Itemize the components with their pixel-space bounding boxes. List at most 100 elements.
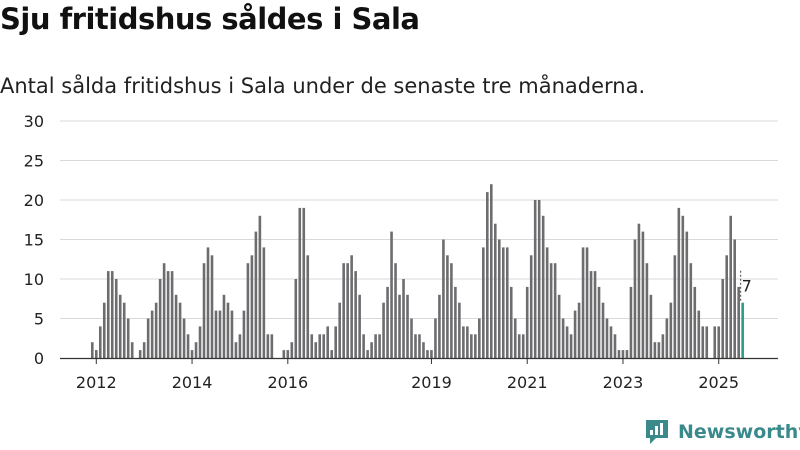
bar <box>513 318 517 358</box>
bar <box>302 207 306 358</box>
bar <box>378 334 381 358</box>
bar <box>418 334 421 358</box>
bar <box>118 294 122 358</box>
bar <box>394 263 397 358</box>
bar <box>250 255 254 358</box>
bar <box>390 231 393 358</box>
bar <box>306 255 310 358</box>
bar <box>685 231 689 358</box>
bar <box>318 334 322 358</box>
bar <box>497 239 501 358</box>
bar <box>374 334 377 358</box>
bar <box>681 215 685 358</box>
bar <box>242 310 246 358</box>
bar <box>186 334 190 358</box>
bar <box>629 286 633 358</box>
bar <box>174 294 178 358</box>
bar <box>426 350 429 358</box>
bar <box>478 318 481 358</box>
bar-highlight <box>741 302 744 358</box>
bar <box>649 294 653 358</box>
bar <box>713 326 717 358</box>
bar <box>617 350 621 358</box>
bar <box>326 326 330 358</box>
bar <box>122 302 126 358</box>
bar <box>545 247 549 358</box>
bar <box>322 334 326 358</box>
bar <box>450 263 453 358</box>
bar <box>282 350 286 358</box>
bar <box>354 271 357 358</box>
y-tick-label: 0 <box>34 349 44 368</box>
bar <box>517 334 521 358</box>
bar <box>294 279 298 358</box>
bar <box>362 334 365 358</box>
bar <box>386 286 389 358</box>
bar <box>645 263 649 358</box>
bar <box>442 239 445 358</box>
bar <box>521 334 525 358</box>
bar <box>717 326 721 358</box>
bar <box>653 342 657 358</box>
bar <box>91 342 94 358</box>
bar <box>226 302 230 358</box>
bar <box>633 239 637 358</box>
bar <box>154 302 158 358</box>
bar <box>194 342 198 358</box>
bar <box>382 302 385 358</box>
bar <box>657 342 661 358</box>
chart-title: Sju fritidshus såldes i Sala <box>0 2 420 36</box>
bar <box>410 318 413 358</box>
bar <box>310 334 314 358</box>
bar <box>725 255 729 358</box>
bar <box>501 247 505 358</box>
bar <box>422 342 425 358</box>
bar <box>454 286 457 358</box>
bar <box>529 255 533 358</box>
bar <box>298 207 302 358</box>
bar <box>246 263 250 358</box>
bar <box>597 286 601 358</box>
bar <box>102 302 106 358</box>
bar <box>162 263 166 358</box>
bar <box>330 350 333 358</box>
bar <box>262 247 266 358</box>
bars <box>91 184 744 358</box>
chart-subtitle: Antal sålda fritidshus i Sala under de s… <box>0 74 646 98</box>
bar <box>438 294 441 358</box>
newsworthy-brand[interactable]: Newsworthy <box>644 418 800 446</box>
bar <box>458 302 461 358</box>
bar <box>470 334 473 358</box>
bar <box>314 342 318 358</box>
bar <box>106 271 110 358</box>
bar <box>406 294 409 358</box>
bar <box>705 326 709 358</box>
bar <box>625 350 629 358</box>
bar <box>601 302 605 358</box>
bar <box>474 334 477 358</box>
bar <box>182 318 186 358</box>
bar <box>493 223 497 358</box>
bar <box>158 279 162 358</box>
bar <box>737 286 740 358</box>
bar <box>230 310 234 358</box>
bar <box>398 294 401 358</box>
bar <box>414 334 417 358</box>
bar <box>490 184 493 358</box>
bar <box>637 223 641 358</box>
bar <box>110 271 114 358</box>
bar <box>533 200 537 358</box>
y-tick-label: 25 <box>24 152 44 171</box>
bar <box>466 326 469 358</box>
y-tick-label: 5 <box>34 310 44 329</box>
x-axis: 2012 2014 2016 2019 2021 2023 2025 <box>60 357 778 392</box>
bar <box>565 326 569 358</box>
bar <box>577 302 581 358</box>
bar <box>665 318 669 358</box>
bar <box>525 286 529 358</box>
x-tick-label: 2023 <box>603 373 644 392</box>
bar <box>701 326 705 358</box>
bar <box>689 263 693 358</box>
bar <box>126 318 130 358</box>
x-tick-label: 2019 <box>411 373 452 392</box>
